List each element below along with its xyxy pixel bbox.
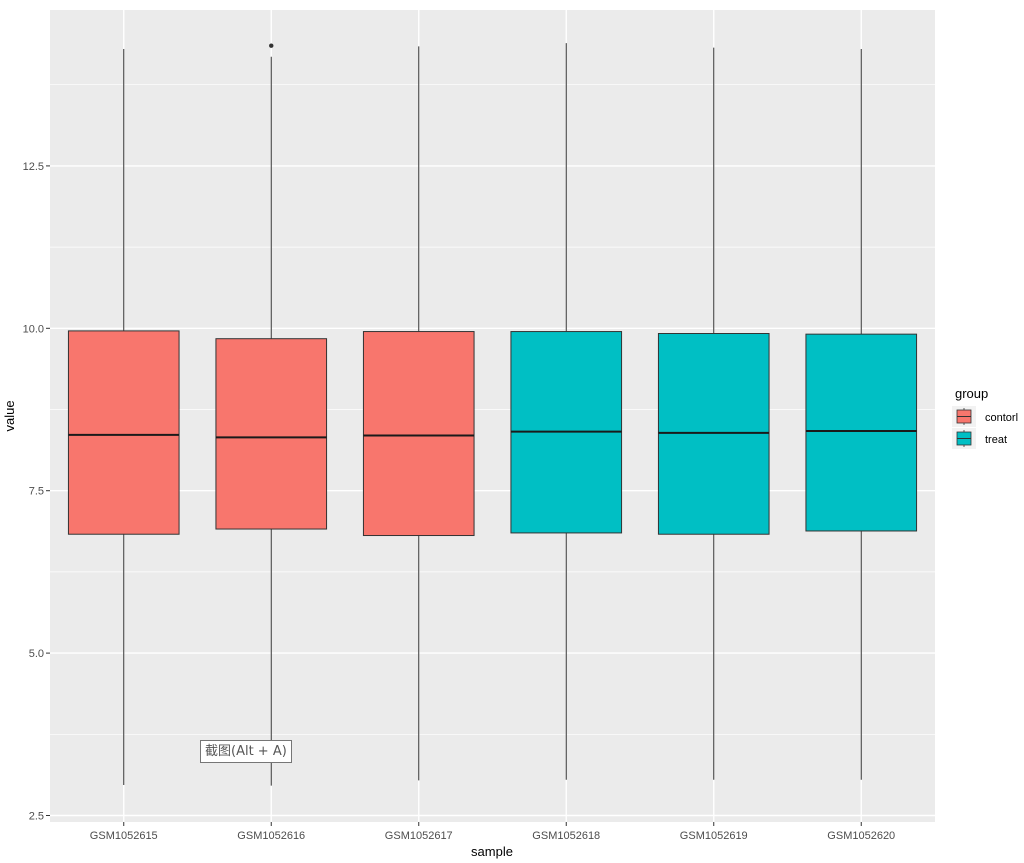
y-tick-label: 7.5 [29, 486, 44, 498]
x-axis: GSM1052615 GSM1052616 GSM1052617 GSM1052618… [90, 822, 895, 842]
box-body [362, 331, 475, 537]
legend-label: contorl [985, 412, 1018, 424]
legend-item-contorl: contorl [952, 406, 1018, 427]
grid-minor [50, 84, 935, 735]
screenshot-tooltip: 截图(Alt + A) [200, 740, 292, 763]
box-GSM1052619 [657, 47, 770, 780]
y-tick-label: 5.0 [29, 648, 44, 660]
x-axis-title: sample [471, 844, 513, 859]
plot-panel [50, 10, 935, 822]
y-axis: 2.5 5.0 7.5 10.0 12.5 [23, 161, 50, 823]
y-tick-label: 2.5 [29, 811, 44, 823]
legend: group contorl treat [952, 386, 1018, 449]
x-tick-label: GSM1052620 [827, 830, 895, 842]
legend-item-treat: treat [952, 428, 1007, 449]
box-body [67, 330, 180, 535]
outlier-point [269, 43, 274, 48]
x-tick-label: GSM1052615 [90, 830, 158, 842]
x-tick-label: GSM1052619 [680, 830, 748, 842]
boxes [67, 43, 918, 786]
x-tick-label: GSM1052618 [532, 830, 600, 842]
y-axis-title: value [2, 400, 17, 431]
x-tick-label: GSM1052617 [385, 830, 453, 842]
x-tick-label: GSM1052616 [237, 830, 305, 842]
legend-title: group [955, 386, 988, 401]
box-body [805, 333, 918, 532]
box-body [215, 338, 328, 530]
box-GSM1052615 [67, 48, 180, 785]
box-GSM1052620 [805, 48, 918, 780]
legend-label: treat [985, 434, 1007, 446]
y-tick-label: 10.0 [23, 323, 44, 335]
box-GSM1052617 [362, 46, 475, 781]
y-tick-label: 12.5 [23, 161, 44, 173]
box-GSM1052618 [510, 43, 623, 780]
box-GSM1052616 [215, 43, 328, 786]
